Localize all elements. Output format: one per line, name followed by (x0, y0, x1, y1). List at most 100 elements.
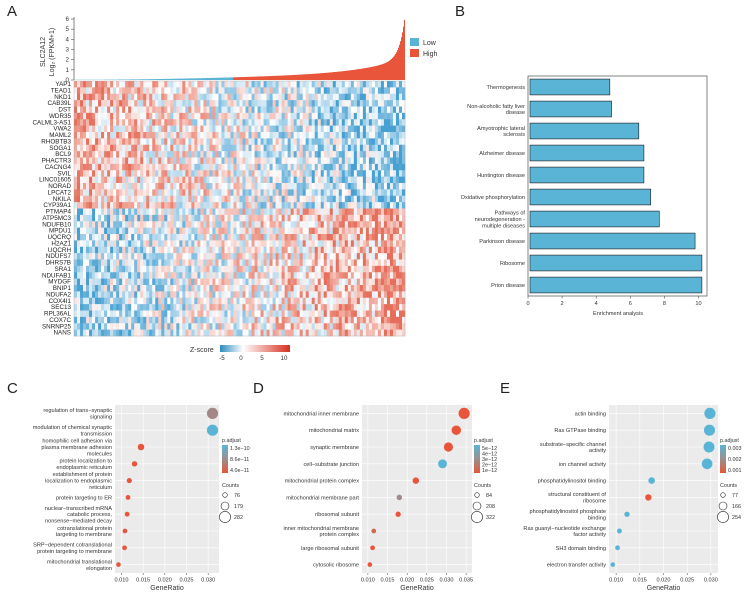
heatmap-cell (125, 317, 128, 324)
heatmap-cell (393, 279, 396, 286)
heatmap-cell (77, 209, 80, 216)
heatmap-cell (104, 202, 107, 209)
heatmap-cell (279, 202, 282, 209)
enrichment-category-label: Amyotrophic lateral sclerosis (477, 126, 525, 138)
heatmap-cell (140, 81, 143, 88)
heatmap-cell (149, 196, 152, 203)
heatmap-cell (215, 209, 218, 216)
heatmap-cell (152, 304, 155, 311)
heatmap-cell (131, 298, 134, 305)
heatmap-cell (342, 164, 345, 171)
heatmap-cell (330, 119, 333, 126)
heatmap-cell (258, 285, 261, 292)
heatmap-cell (92, 87, 95, 94)
heatmap-cell (224, 196, 227, 203)
heatmap-cell (233, 209, 236, 216)
heatmap-cell (330, 298, 333, 305)
heatmap-cell (83, 107, 86, 114)
heatmap-cell (294, 100, 297, 107)
heatmap-cell (366, 298, 369, 305)
heatmap-cell (351, 304, 354, 311)
heatmap-cell (227, 266, 230, 273)
heatmap-cell (273, 189, 276, 196)
heatmap-cell (191, 81, 194, 88)
heatmap-cell (378, 266, 381, 273)
heatmap-cell (182, 317, 185, 324)
heatmap-cell (354, 209, 357, 216)
heatmap-cell (303, 132, 306, 139)
heatmap-cell (197, 177, 200, 184)
heatmap-cell (224, 119, 227, 126)
heatmap-cell (197, 113, 200, 120)
heatmap-cell (104, 323, 107, 330)
heatmap-cell (158, 323, 161, 330)
heatmap-cell (243, 285, 246, 292)
heatmap-cell (306, 311, 309, 318)
heatmap-cell (375, 196, 378, 203)
heatmap-cell (381, 304, 384, 311)
heatmap-cell (200, 317, 203, 324)
heatmap-cell (185, 330, 188, 337)
heatmap-cell (80, 202, 83, 209)
heatmap-cell (249, 228, 252, 235)
heatmap-cell (170, 253, 173, 260)
heatmap-cell (77, 151, 80, 158)
heatmap-cell (366, 247, 369, 254)
dotplot-xlabel: GeneRatio (400, 585, 434, 592)
heatmap-cell (381, 221, 384, 228)
heatmap-cell (396, 202, 399, 209)
expression-ytick-label: 1 (66, 67, 70, 74)
heatmap-cell (227, 100, 230, 107)
heatmap-cell (161, 100, 164, 107)
heatmap-cell (309, 177, 312, 184)
heatmap-cell (285, 107, 288, 114)
heatmap-cell (206, 323, 209, 330)
heatmap-cell (134, 138, 137, 145)
heatmap-cell (146, 285, 149, 292)
heatmap-cell (249, 304, 252, 311)
heatmap-cell (390, 196, 393, 203)
heatmap-cell (246, 151, 249, 158)
heatmap-cell (258, 202, 261, 209)
heatmap-cell (89, 311, 92, 318)
heatmap-cell (191, 132, 194, 139)
heatmap-cell (291, 189, 294, 196)
heatmap-cell (378, 113, 381, 120)
heatmap-cell (282, 253, 285, 260)
heatmap-cell (330, 272, 333, 279)
heatmap-cell (122, 81, 125, 88)
heatmap-cell (291, 81, 294, 88)
heatmap-cell (309, 240, 312, 247)
heatmap-cell (203, 113, 206, 120)
heatmap-cell (390, 317, 393, 324)
heatmap-cell (194, 209, 197, 216)
heatmap-cell (339, 113, 342, 120)
heatmap-cell (246, 189, 249, 196)
heatmap-cell (194, 87, 197, 94)
heatmap-cell (92, 221, 95, 228)
heatmap-cell (116, 138, 119, 145)
heatmap-cell (80, 279, 83, 286)
heatmap-cell (215, 240, 218, 247)
heatmap-cell (155, 107, 158, 114)
dotplot-category-label: phosphatidylinositol binding (538, 479, 606, 485)
heatmap-cell (89, 177, 92, 184)
heatmap-cell (309, 298, 312, 305)
heatmap-cell (215, 298, 218, 305)
heatmap-cell (134, 177, 137, 184)
heatmap-cell (345, 272, 348, 279)
heatmap-cell (227, 291, 230, 298)
heatmap-cell (80, 209, 83, 216)
expression-ytick-label: 3 (66, 47, 70, 54)
heatmap-cell (297, 317, 300, 324)
heatmap-cell (378, 100, 381, 107)
heatmap-cell (354, 94, 357, 101)
heatmap-cell (333, 209, 336, 216)
heatmap-cell (321, 279, 324, 286)
heatmap-cell (252, 183, 255, 190)
heatmap-cell (306, 215, 309, 222)
heatmap-cell (336, 87, 339, 94)
heatmap-cell (333, 138, 336, 145)
heatmap-cell (143, 234, 146, 241)
heatmap-cell (74, 170, 77, 177)
